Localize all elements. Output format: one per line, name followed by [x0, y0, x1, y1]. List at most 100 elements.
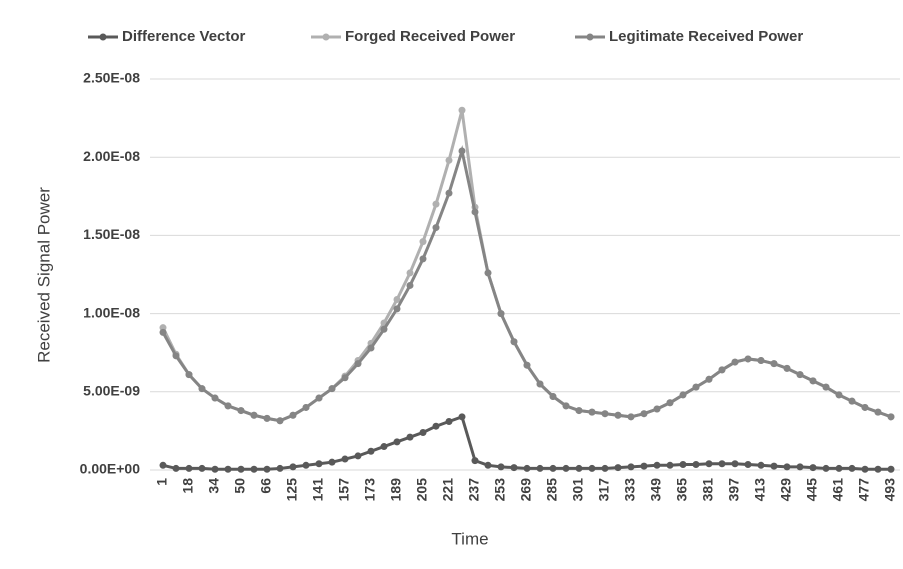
y-axis-title: Received Signal Power [34, 187, 53, 363]
data-point [224, 402, 232, 410]
data-point [692, 461, 700, 469]
data-point [848, 397, 856, 405]
legend-marker [99, 33, 107, 41]
data-point [523, 361, 531, 369]
data-point [783, 463, 791, 471]
data-point [354, 452, 362, 460]
data-point [341, 455, 349, 463]
data-point [601, 464, 609, 472]
data-point [497, 310, 505, 318]
data-point [393, 438, 401, 446]
data-point [536, 380, 544, 388]
data-point [185, 464, 193, 472]
data-point [887, 465, 895, 473]
data-point [458, 147, 466, 155]
data-point [744, 461, 752, 469]
x-tick-label: 397 [726, 478, 742, 502]
data-point [237, 407, 245, 415]
data-point [757, 357, 765, 365]
data-point [172, 464, 180, 472]
data-point [380, 443, 388, 451]
data-point [289, 463, 297, 471]
data-point [406, 269, 414, 277]
data-point [432, 422, 440, 430]
data-point [185, 371, 193, 379]
data-point [471, 457, 479, 465]
data-point [601, 410, 609, 418]
data-point [809, 377, 817, 385]
legend-label: Forged Received Power [345, 28, 515, 45]
data-point [432, 200, 440, 208]
data-point [705, 460, 713, 468]
legend-marker [586, 33, 594, 41]
data-point [406, 433, 414, 441]
x-tick-label: 205 [414, 478, 430, 502]
x-tick-label: 477 [856, 478, 872, 502]
data-point [484, 269, 492, 277]
x-tick-label: 189 [388, 478, 404, 502]
data-point [861, 465, 869, 473]
data-point [328, 458, 336, 466]
data-point [796, 463, 804, 471]
data-point [458, 106, 466, 114]
data-point [822, 464, 830, 472]
data-point [562, 464, 570, 472]
data-point [848, 464, 856, 472]
y-tick-label: 1.00E-08 [83, 304, 140, 320]
data-point [510, 464, 518, 472]
x-tick-label: 317 [596, 478, 612, 502]
x-tick-label: 18 [180, 478, 196, 494]
data-point [419, 238, 427, 246]
data-point [367, 447, 375, 455]
data-point [770, 462, 778, 470]
data-point [445, 156, 453, 164]
data-point [640, 410, 648, 418]
data-point [523, 464, 531, 472]
data-point [263, 465, 271, 473]
y-tick-label: 1.50E-08 [83, 226, 140, 242]
data-point [770, 360, 778, 368]
data-point [861, 403, 869, 411]
x-tick-label: 66 [258, 478, 274, 494]
data-point [419, 428, 427, 436]
data-point [692, 383, 700, 391]
data-point [809, 464, 817, 472]
data-point [705, 375, 713, 383]
data-point [458, 413, 466, 421]
data-point [510, 338, 518, 346]
x-tick-label: 493 [882, 478, 898, 502]
data-point [874, 465, 882, 473]
data-point [302, 461, 310, 469]
data-point [419, 255, 427, 263]
data-point [393, 296, 401, 304]
data-point [783, 364, 791, 372]
data-point [835, 464, 843, 472]
y-tick-label: 2.00E-08 [83, 148, 140, 164]
x-tick-label: 173 [362, 478, 378, 502]
data-point [224, 465, 232, 473]
data-point [289, 411, 297, 419]
x-tick-label: 125 [284, 478, 300, 502]
x-axis-title: Time [451, 529, 488, 548]
data-point [796, 371, 804, 379]
x-tick-label: 141 [310, 478, 326, 502]
data-point [159, 461, 167, 469]
data-point [614, 411, 622, 419]
x-tick-label: 461 [830, 478, 846, 502]
y-tick-label: 0.00E+00 [80, 461, 141, 477]
data-point [315, 394, 323, 402]
data-point [757, 461, 765, 469]
x-tick-label: 333 [622, 478, 638, 502]
data-point [315, 460, 323, 468]
data-point [549, 464, 557, 472]
data-point [302, 403, 310, 411]
x-tick-label: 365 [674, 478, 690, 502]
x-tick-label: 445 [804, 478, 820, 502]
data-point [198, 464, 206, 472]
data-point [250, 411, 258, 419]
data-point [406, 281, 414, 289]
data-point [497, 463, 505, 471]
data-point [276, 417, 284, 425]
data-point [354, 360, 362, 368]
